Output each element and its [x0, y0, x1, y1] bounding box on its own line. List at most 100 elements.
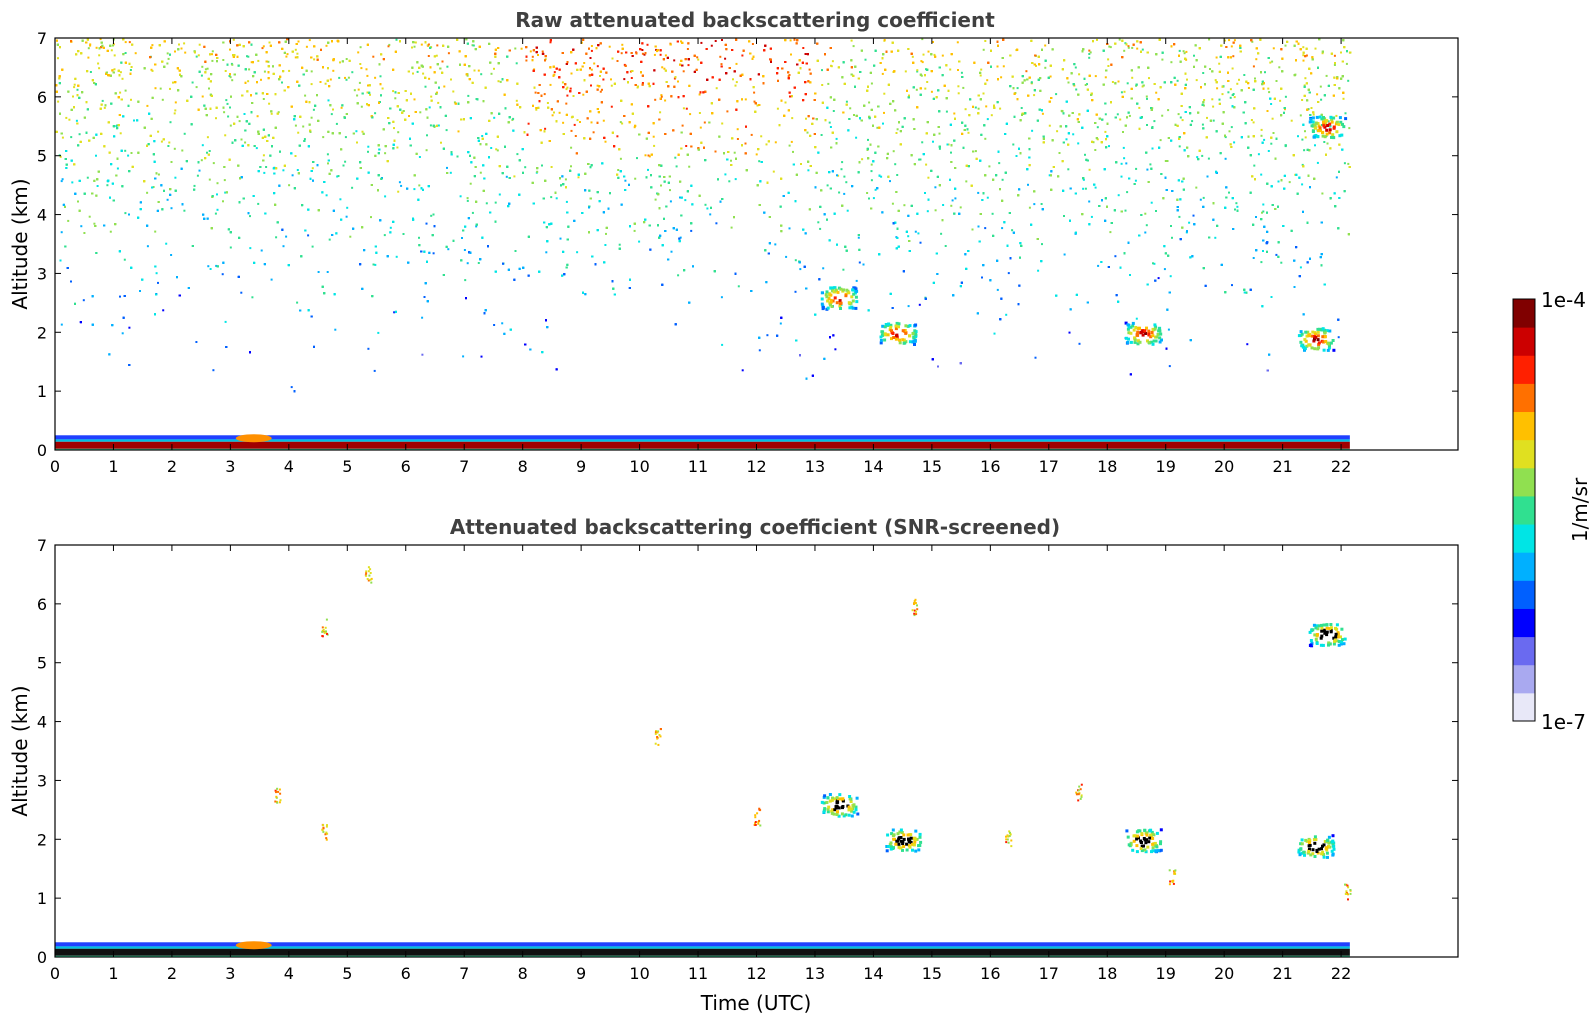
panel-snr-data — [55, 566, 1352, 957]
panel-snr-ylabel: Altitude (km) — [8, 685, 32, 816]
cloud-feature — [1308, 623, 1347, 648]
cloud-feature — [1125, 828, 1163, 854]
colorbar-step — [1513, 664, 1535, 694]
cloud-feature — [820, 286, 859, 311]
y-tick-label: 7 — [37, 29, 47, 48]
x-tick-label: 19 — [1156, 964, 1176, 983]
y-tick-label: 0 — [37, 948, 47, 967]
panel-snr-title: Attenuated backscattering coefficient (S… — [450, 515, 1060, 539]
y-tick-label: 0 — [37, 441, 47, 460]
x-tick-label: 1 — [108, 457, 118, 476]
colorbar-step — [1513, 580, 1535, 609]
x-tick-label: 9 — [576, 457, 586, 476]
x-tick-label: 0 — [50, 457, 60, 476]
colorbar-step — [1513, 495, 1535, 525]
x-tick-label: 15 — [922, 457, 942, 476]
x-tick-label: 22 — [1331, 964, 1351, 983]
colorbar-step — [1513, 383, 1535, 413]
colorbar-step — [1513, 636, 1535, 666]
x-tick-label: 21 — [1272, 964, 1292, 983]
x-tick-label: 2 — [167, 457, 177, 476]
surface-layer — [55, 941, 1350, 957]
colorbar-step — [1513, 299, 1535, 328]
x-tick-label: 8 — [518, 457, 528, 476]
x-tick-label: 8 — [518, 964, 528, 983]
y-tick-label: 6 — [37, 595, 47, 614]
x-tick-label: 0 — [50, 964, 60, 983]
raw-noise-field — [55, 38, 1352, 393]
x-tick-label: 15 — [922, 964, 942, 983]
x-tick-label: 10 — [629, 964, 649, 983]
x-tick-label: 4 — [284, 457, 294, 476]
x-tick-label: 14 — [863, 964, 883, 983]
x-tick-label: 5 — [342, 964, 352, 983]
cloud-feature — [879, 321, 918, 346]
y-tick-label: 2 — [37, 323, 47, 342]
y-tick-label: 1 — [37, 889, 47, 908]
x-tick-label: 18 — [1097, 964, 1117, 983]
surface-layer — [55, 434, 1350, 450]
y-tick-label: 4 — [37, 206, 47, 225]
y-tick-label: 7 — [37, 536, 47, 555]
y-tick-label: 4 — [37, 713, 47, 732]
x-tick-label: 3 — [225, 964, 235, 983]
colorbar-step — [1513, 552, 1535, 581]
x-tick-label: 12 — [746, 457, 766, 476]
x-tick-label: 7 — [459, 457, 469, 476]
y-tick-label: 5 — [37, 654, 47, 673]
colorbar-gradient — [1513, 299, 1535, 722]
cloud-feature — [1308, 115, 1348, 140]
x-tick-label: 6 — [401, 964, 411, 983]
x-tick-label: 12 — [746, 964, 766, 983]
x-tick-label: 18 — [1097, 457, 1117, 476]
colorbar-step — [1513, 467, 1535, 497]
x-tick-label: 14 — [863, 457, 883, 476]
y-tick-label: 3 — [37, 264, 47, 283]
panel-raw-ylabel: Altitude (km) — [8, 178, 32, 309]
colorbar-step — [1513, 524, 1535, 553]
panel-snr-frame — [54, 544, 1459, 958]
cloud-feature — [1297, 327, 1336, 352]
cloud-feature — [1297, 834, 1336, 859]
cloud-feature — [1124, 321, 1163, 346]
panel-raw-frame — [54, 37, 1459, 451]
colorbar-step — [1513, 327, 1535, 356]
screened-speckles — [274, 566, 1352, 901]
clouds — [820, 115, 1348, 352]
x-axis-label: Time (UTC) — [700, 991, 812, 1015]
colorbar-step — [1513, 439, 1535, 469]
x-tick-label: 19 — [1156, 457, 1176, 476]
x-tick-label: 16 — [980, 964, 1000, 983]
x-tick-label: 7 — [459, 964, 469, 983]
x-tick-label: 17 — [1039, 964, 1059, 983]
colorbar-step — [1513, 355, 1535, 384]
x-tick-label: 16 — [980, 457, 1000, 476]
x-tick-label: 20 — [1214, 457, 1234, 476]
x-tick-label: 4 — [284, 964, 294, 983]
colorbar-step — [1513, 692, 1535, 722]
x-tick-label: 1 — [108, 964, 118, 983]
x-tick-label: 5 — [342, 457, 352, 476]
colorbar-unit-label: 1/m/sr — [1568, 477, 1592, 542]
x-tick-label: 11 — [688, 457, 708, 476]
x-tick-label: 9 — [576, 964, 586, 983]
x-tick-label: 6 — [401, 457, 411, 476]
x-tick-label: 13 — [805, 964, 825, 983]
y-tick-label: 5 — [37, 147, 47, 166]
x-tick-label: 13 — [805, 457, 825, 476]
x-tick-label: 3 — [225, 457, 235, 476]
x-tick-label: 20 — [1214, 964, 1234, 983]
panel-snr: Attenuated backscattering coefficient (S… — [8, 515, 1459, 1015]
cloud-feature — [885, 828, 923, 853]
x-tick-label: 21 — [1272, 457, 1292, 476]
cloud-feature — [820, 793, 860, 818]
x-tick-label: 17 — [1039, 457, 1059, 476]
panel-raw-title: Raw attenuated backscattering coefficien… — [515, 8, 995, 32]
y-tick-label: 1 — [37, 382, 47, 401]
x-tick-label: 10 — [629, 457, 649, 476]
colorbar-step — [1513, 411, 1535, 441]
colorbar-min-label: 1e-7 — [1541, 710, 1586, 734]
